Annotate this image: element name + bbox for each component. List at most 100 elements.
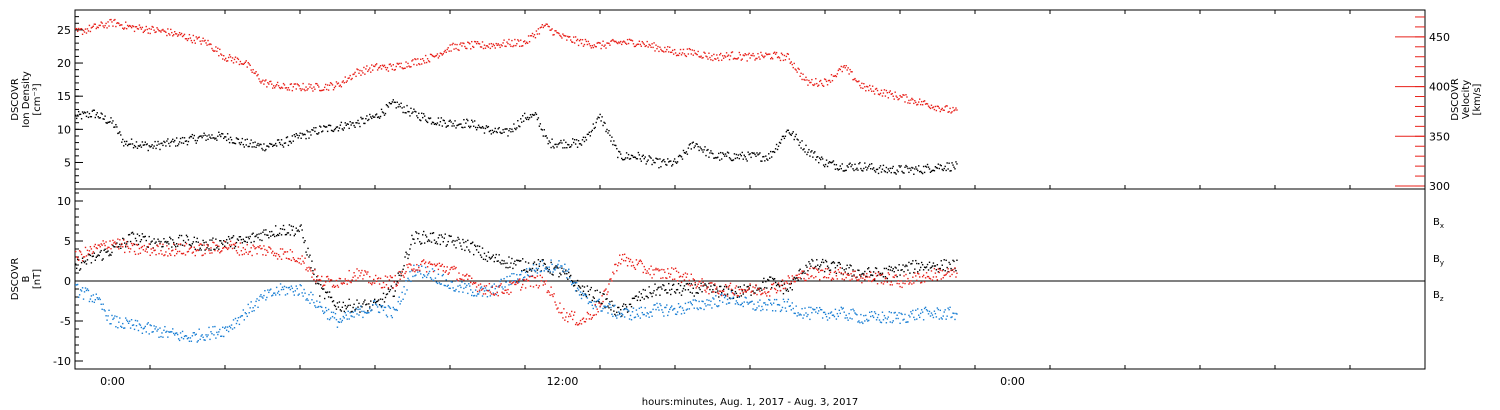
- data-point: [735, 292, 738, 295]
- data-point: [739, 153, 742, 156]
- data-point: [134, 146, 137, 148]
- data-point: [736, 294, 739, 297]
- data-point: [850, 309, 852, 311]
- data-point: [823, 311, 826, 314]
- data-point: [312, 129, 314, 131]
- data-point: [392, 306, 394, 309]
- data-point: [704, 289, 706, 292]
- data-point: [193, 236, 196, 239]
- data-point: [255, 235, 257, 237]
- data-point: [432, 121, 435, 124]
- data-point: [320, 284, 322, 286]
- data-point: [136, 244, 139, 246]
- data-point: [823, 78, 826, 80]
- data-point: [367, 271, 369, 273]
- data-point: [250, 247, 252, 249]
- data-point: [136, 320, 139, 322]
- data-point: [865, 90, 867, 92]
- data-point: [816, 307, 818, 309]
- data-point: [298, 262, 300, 264]
- data-point: [927, 269, 930, 271]
- data-point: [479, 46, 482, 48]
- data-point: [673, 291, 676, 293]
- data-point: [498, 44, 500, 46]
- data-point: [136, 27, 139, 30]
- data-point: [905, 321, 907, 324]
- data-point: [617, 42, 619, 45]
- data-point: [275, 83, 278, 86]
- data-point: [298, 230, 300, 233]
- data-point: [697, 283, 699, 285]
- data-point: [207, 334, 209, 336]
- data-point: [266, 86, 268, 88]
- data-point: [614, 313, 616, 316]
- data-point: [555, 143, 557, 146]
- data-point: [905, 164, 907, 167]
- data-point: [178, 31, 181, 34]
- data-point: [877, 172, 880, 175]
- data-point: [173, 241, 175, 244]
- data-point: [139, 324, 142, 326]
- data-point: [691, 292, 693, 294]
- data-point: [655, 294, 657, 296]
- data-point: [463, 287, 465, 290]
- data-point: [374, 114, 377, 116]
- data-point: [702, 151, 704, 153]
- data-point: [589, 301, 592, 303]
- data-point: [543, 262, 545, 265]
- data-point: [592, 46, 594, 49]
- data-point: [338, 301, 341, 303]
- data-point: [91, 252, 94, 255]
- data-point: [438, 124, 441, 126]
- data-point: [558, 260, 560, 262]
- data-point: [429, 53, 432, 56]
- data-point: [716, 286, 718, 288]
- data-point: [458, 272, 460, 274]
- data-point: [885, 267, 888, 270]
- data-point: [696, 307, 698, 309]
- data-point: [417, 269, 419, 271]
- data-point: [453, 265, 455, 268]
- data-point: [638, 154, 641, 156]
- data-point: [449, 287, 451, 290]
- data-point: [506, 262, 508, 264]
- data-point: [390, 285, 393, 287]
- data-point: [949, 170, 951, 172]
- data-point: [537, 117, 540, 119]
- data-point: [783, 137, 786, 140]
- data-point: [261, 247, 263, 250]
- data-point: [142, 31, 145, 34]
- data-point: [112, 25, 114, 27]
- data-point: [295, 88, 297, 90]
- data-point: [117, 327, 119, 329]
- data-point: [102, 240, 104, 242]
- data-point: [528, 40, 531, 43]
- data-point: [426, 121, 429, 124]
- data-point: [513, 280, 515, 283]
- data-point: [339, 124, 342, 126]
- data-point: [759, 152, 761, 154]
- data-point: [546, 266, 548, 269]
- data-point: [502, 288, 504, 290]
- data-point: [539, 123, 542, 125]
- data-point: [520, 260, 522, 262]
- data-point: [265, 148, 267, 151]
- data-point: [480, 286, 483, 288]
- data-point: [629, 303, 632, 305]
- data-point: [806, 273, 808, 275]
- data-point: [887, 268, 890, 271]
- data-point: [164, 325, 166, 328]
- data-point: [563, 308, 565, 310]
- data-point: [329, 279, 332, 281]
- data-point: [904, 282, 906, 285]
- data-point: [730, 291, 733, 293]
- data-point: [408, 65, 410, 67]
- data-point: [217, 135, 219, 137]
- data-point: [195, 241, 197, 243]
- data-point: [302, 295, 304, 297]
- data-point: [522, 283, 524, 286]
- data-point: [183, 137, 186, 139]
- data-point: [656, 288, 658, 291]
- data-point: [549, 272, 551, 274]
- data-point: [483, 44, 486, 46]
